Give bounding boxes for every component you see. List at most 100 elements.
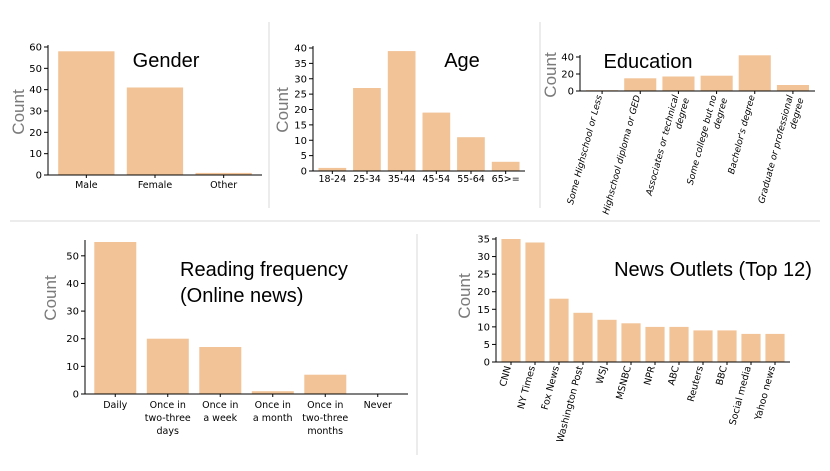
category-label: BBC: [714, 365, 730, 387]
y-tick-label: 30: [294, 74, 307, 85]
chart-title: Gender: [133, 50, 200, 72]
bar-education-3: [700, 75, 733, 91]
category-label: Female: [138, 180, 173, 191]
bar-age-3: [422, 112, 451, 171]
category-label-line: Some college but no: [686, 94, 720, 186]
bar-age-0: [318, 167, 347, 171]
bar-gender-1: [126, 87, 184, 175]
y-tick-label: 20: [477, 287, 490, 298]
category-label: 18-24: [319, 174, 347, 185]
bar-outlets-0: [501, 239, 521, 362]
category-label-line: BBC: [714, 365, 730, 387]
y-axis-label: Count: [41, 275, 60, 321]
chart-title: (Online news): [180, 285, 303, 307]
category-label-line: Once in: [255, 400, 291, 411]
bar-outlets-6: [645, 326, 665, 362]
category-label-line: MSNBC: [614, 365, 634, 401]
category-label: Once in two-three months: [302, 400, 348, 437]
y-axis-label: Count: [273, 87, 292, 133]
category-label-line: Once in: [150, 400, 186, 411]
y-tick-label: 0: [36, 171, 42, 182]
bar-reading-2: [199, 347, 242, 394]
category-label: Once in a week: [202, 400, 238, 424]
category-label: 45-54: [423, 174, 451, 185]
bar-age-5: [491, 161, 520, 171]
category-label: Reuters: [686, 365, 706, 403]
chart-outlets: 0 5 10 15 20 25 30 35 CNN NY Times Fox NewsWashing…: [455, 235, 812, 444]
chart-title: News Outlets (Top 12): [614, 259, 812, 281]
bar-age-1: [353, 88, 381, 171]
category-label-line: two-three: [145, 413, 191, 424]
y-tick-label: 40: [66, 279, 79, 290]
y-tick-label: 10: [477, 322, 490, 333]
category-label: NY Times: [516, 365, 538, 411]
category-label-line: days: [157, 426, 179, 437]
category-label-line: two-three: [302, 413, 348, 424]
category-label-line: Some Highschool or Less: [566, 94, 605, 206]
bar-reading-0: [94, 242, 137, 394]
y-tick-label: 0: [73, 390, 79, 401]
category-label: 35-44: [388, 174, 416, 185]
bar-gender-2: [195, 172, 252, 175]
bar-education-5: [776, 85, 809, 91]
category-label: Never: [364, 400, 392, 411]
category-label-line: Highschool diploma or GED: [602, 94, 644, 216]
bar-gender-0: [58, 51, 115, 175]
y-tick-label: 15: [294, 120, 307, 131]
category-label: Male: [75, 180, 98, 191]
chart-age: 0 5 10 15 20 25 30 35 40 18-24 25-34 35-44 45-54 55-6…: [273, 44, 525, 185]
category-label: 65>=: [492, 174, 520, 185]
y-axis-label: Count: [9, 89, 28, 135]
category-label: Once in a month: [253, 400, 293, 424]
bar-reading-4: [304, 374, 347, 394]
category-label: 55-64: [457, 174, 485, 185]
y-tick-label: 10: [66, 362, 79, 373]
category-label: Highschool diploma or GED: [602, 94, 644, 216]
category-label: Once in two-three days: [145, 400, 191, 437]
bar-reading-3: [251, 391, 294, 394]
category-label-line: NPR: [642, 365, 658, 387]
y-tick-label: 30: [66, 307, 79, 318]
category-label: Yahoo news: [753, 365, 778, 423]
bar-outlets-10: [741, 333, 761, 362]
y-tick-label: 5: [484, 340, 490, 351]
y-axis-label: Count: [455, 273, 474, 319]
category-label: Social media: [728, 365, 754, 427]
category-label-line: Associates or technical: [645, 94, 682, 198]
category-label: 25-34: [353, 174, 381, 185]
bar-education-2: [662, 76, 695, 91]
category-label-line: months: [307, 426, 343, 437]
category-label-line: ABC: [666, 365, 682, 387]
category-label: Graduate or professionaldegree: [757, 94, 806, 208]
bar-age-4: [457, 137, 485, 171]
y-tick-label: 30: [477, 252, 490, 263]
category-label-line: Bachelor's degree: [727, 94, 758, 176]
category-label: MSNBC: [614, 365, 634, 401]
category-label-line: Yahoo news: [753, 365, 778, 423]
bar-outlets-11: [765, 333, 785, 362]
category-label: CNN: [498, 365, 514, 388]
y-tick-label: 10: [294, 136, 307, 147]
y-axis-label: Count: [541, 52, 560, 98]
y-tick-label: 25: [477, 270, 490, 281]
y-tick-label: 20: [294, 105, 307, 116]
y-tick-label: 15: [477, 305, 490, 316]
y-tick-label: 40: [29, 85, 42, 96]
bar-outlets-9: [717, 330, 737, 362]
y-tick-label: 20: [66, 334, 79, 345]
category-label: Associates or technicaldegree: [645, 94, 692, 201]
y-tick-label: 35: [294, 59, 307, 70]
category-label: Daily: [103, 400, 127, 411]
category-label-line: CNN: [498, 365, 514, 388]
y-tick-label: 35: [477, 235, 490, 246]
y-tick-label: 20: [29, 128, 42, 139]
bar-outlets-3: [573, 312, 593, 362]
y-tick-label: 0: [484, 358, 490, 369]
category-label: Some Highschool or Less: [566, 94, 605, 206]
category-label: Bachelor's degree: [727, 94, 758, 176]
y-tick-label: 25: [294, 90, 307, 101]
